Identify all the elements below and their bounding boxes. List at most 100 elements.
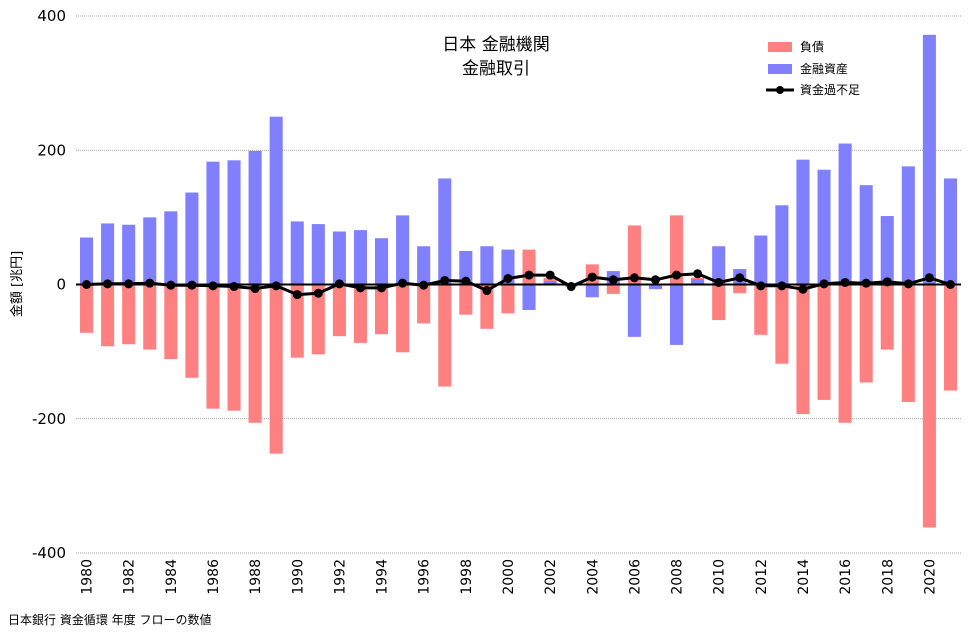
- bar-liabilities-1982: [122, 284, 136, 345]
- legend-swatch-assets: [768, 64, 792, 74]
- bar-financial-assets-1995: [396, 215, 410, 285]
- bar-financial-assets-1993: [353, 230, 367, 285]
- point-net-2020: [924, 273, 934, 283]
- bar-liabilities-1992: [332, 284, 346, 337]
- point-net-2010: [714, 277, 724, 287]
- bar-financial-assets-1992: [332, 231, 346, 285]
- point-net-2015: [819, 279, 829, 289]
- x-tick-label: 2010: [712, 559, 728, 595]
- legend-label-net: 資金過不足: [800, 82, 860, 97]
- chart-title-line2: 金融取引: [462, 59, 530, 79]
- point-net-1982: [124, 279, 134, 289]
- point-net-2002: [545, 270, 555, 280]
- point-net-2018: [882, 277, 892, 287]
- bar-financial-assets-1991: [311, 224, 325, 285]
- point-net-2001: [524, 270, 534, 280]
- point-net-2019: [903, 279, 913, 289]
- gridlines: [76, 15, 961, 554]
- legend-label-assets: 金融資産: [800, 61, 848, 76]
- bar-liabilities-1980: [80, 284, 94, 333]
- bar-financial-assets-2010: [712, 246, 726, 285]
- bar-financial-assets-1981: [101, 223, 115, 285]
- point-net-2013: [777, 281, 787, 291]
- point-net-2011: [735, 273, 745, 283]
- bar-liabilities-2005: [606, 284, 620, 294]
- x-tick-label: 1992: [332, 559, 348, 595]
- bar-liabilities-2000: [501, 284, 515, 314]
- bar-financial-assets-2004: [585, 284, 599, 298]
- bar-liabilities-1987: [227, 284, 241, 411]
- bar-financial-assets-1994: [375, 238, 389, 285]
- bar-liabilities-2006: [627, 225, 641, 285]
- y-tick-label: -200: [32, 410, 66, 428]
- bar-financial-assets-2015: [817, 169, 831, 285]
- bar-financial-assets-1998: [459, 250, 473, 285]
- bar-liabilities-1990: [290, 284, 304, 358]
- x-tick-label: 1980: [80, 559, 96, 595]
- bar-financial-assets-1984: [164, 211, 178, 285]
- point-net-2008: [672, 270, 682, 280]
- bar-liabilities-1994: [375, 284, 389, 335]
- bar-financial-assets-2019: [901, 166, 915, 285]
- bar-liabilities-1998: [459, 284, 473, 315]
- legend-swatch-net-marker: [776, 86, 784, 94]
- x-tick-label: 1984: [164, 559, 180, 595]
- point-net-2000: [503, 273, 513, 283]
- bar-financial-assets-1996: [417, 246, 431, 285]
- point-net-1991: [313, 288, 323, 298]
- bar-financial-assets-2009: [691, 279, 705, 285]
- x-tick-label: 2012: [754, 559, 770, 595]
- bar-financial-assets-2006: [627, 284, 641, 337]
- bar-financial-assets-1987: [227, 160, 241, 285]
- point-net-1995: [398, 278, 408, 288]
- point-net-1987: [229, 282, 239, 292]
- y-tick-label: 0: [56, 276, 66, 294]
- point-net-2006: [629, 273, 639, 283]
- chart-title-line1: 日本 金融機関: [442, 35, 549, 55]
- bar-financial-assets-2016: [838, 143, 852, 285]
- point-net-1998: [461, 276, 471, 286]
- bar-financial-assets-1999: [480, 246, 494, 285]
- x-tick-label: 1982: [122, 559, 138, 595]
- bar-liabilities-1981: [101, 284, 115, 347]
- bar-financial-assets-2014: [796, 159, 810, 285]
- bar-financial-assets-2008: [670, 284, 684, 345]
- bar-financial-assets-1997: [438, 178, 452, 285]
- x-tick-label: 2008: [670, 559, 686, 595]
- point-net-1997: [440, 275, 450, 285]
- series-liabilities: [80, 215, 957, 528]
- point-net-2004: [587, 272, 597, 282]
- bar-liabilities-2016: [838, 284, 852, 423]
- bar-financial-assets-1989: [269, 116, 283, 285]
- bar-financial-assets-2013: [775, 205, 789, 285]
- bar-liabilities-2011: [733, 284, 747, 294]
- x-tick-label: 1988: [248, 559, 264, 595]
- x-tick-label: 1994: [375, 559, 391, 595]
- bar-financial-assets-1982: [122, 224, 136, 285]
- point-net-1985: [187, 280, 197, 290]
- point-net-1999: [482, 286, 492, 296]
- x-tick-label: 2020: [922, 559, 938, 595]
- point-net-1992: [334, 279, 344, 289]
- point-net-1980: [82, 280, 92, 289]
- x-tick-label: 1990: [290, 559, 306, 595]
- bar-financial-assets-2020: [922, 34, 936, 285]
- bar-liabilities-1985: [185, 284, 199, 378]
- bar-liabilities-2008: [670, 215, 684, 285]
- bar-financial-assets-1983: [143, 217, 157, 285]
- legend-swatch-liabilities: [768, 42, 792, 52]
- bar-financial-assets-2012: [754, 235, 768, 285]
- bar-liabilities-1983: [143, 284, 157, 350]
- bar-financial-assets-2001: [522, 284, 536, 311]
- legend-label-liabilities: 負債: [800, 39, 824, 54]
- bar-liabilities-1993: [353, 284, 367, 343]
- point-net-1983: [145, 278, 155, 288]
- x-tick-label: 2004: [585, 559, 601, 595]
- bar-financial-assets-2002: [543, 281, 557, 285]
- bar-liabilities-1996: [417, 284, 431, 324]
- point-net-1996: [419, 280, 429, 290]
- bar-financial-assets-1986: [206, 161, 220, 285]
- point-net-1984: [166, 280, 176, 290]
- point-net-2009: [693, 269, 703, 279]
- bar-financial-assets-1980: [80, 237, 94, 285]
